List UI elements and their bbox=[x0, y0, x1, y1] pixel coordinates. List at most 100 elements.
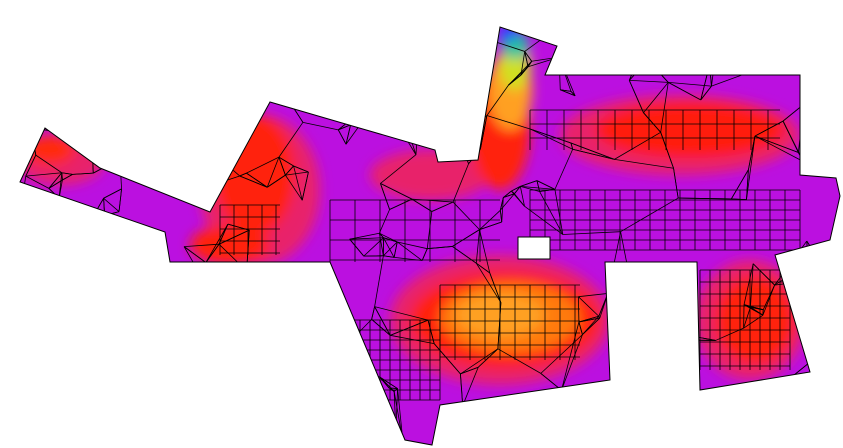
mesh-line bbox=[126, 161, 141, 164]
mesh-line bbox=[302, 289, 314, 336]
mesh-line bbox=[779, 385, 808, 393]
mesh-line bbox=[631, 389, 666, 410]
mesh-line bbox=[486, 84, 509, 116]
mesh-line bbox=[556, 27, 598, 32]
mesh-line bbox=[208, 124, 237, 150]
mesh-line bbox=[508, 74, 522, 86]
mesh-line bbox=[556, 28, 560, 58]
mesh-line bbox=[379, 376, 390, 389]
mesh-line bbox=[700, 85, 712, 101]
mesh-line bbox=[84, 393, 119, 403]
mesh-line bbox=[302, 289, 314, 336]
mesh-line bbox=[479, 221, 502, 231]
mesh-line bbox=[363, 119, 386, 124]
mesh-line bbox=[155, 25, 157, 26]
mesh-line bbox=[731, 198, 747, 200]
mesh-line bbox=[95, 215, 106, 233]
mesh-line bbox=[196, 149, 210, 191]
mesh-line bbox=[239, 172, 247, 177]
mesh-line bbox=[554, 149, 574, 190]
mesh-line bbox=[631, 353, 636, 390]
mesh-line bbox=[642, 298, 660, 317]
mesh-line bbox=[659, 315, 669, 323]
mesh-line bbox=[48, 179, 63, 189]
mesh-line bbox=[511, 190, 525, 207]
mesh-line bbox=[374, 306, 429, 321]
mesh-line bbox=[331, 38, 341, 64]
mesh-line bbox=[246, 172, 268, 188]
mesh-line bbox=[431, 201, 454, 212]
mesh-line bbox=[462, 405, 468, 441]
mesh-line bbox=[371, 319, 391, 336]
mesh-line bbox=[241, 346, 254, 354]
mesh-line bbox=[476, 262, 490, 274]
mesh-line bbox=[497, 348, 542, 374]
mesh-line bbox=[95, 232, 108, 234]
mesh-line bbox=[635, 315, 660, 354]
mesh-line bbox=[475, 262, 502, 303]
mesh-line bbox=[743, 307, 751, 329]
mesh-line bbox=[208, 127, 224, 150]
mesh-line bbox=[399, 90, 407, 125]
mesh-line bbox=[112, 161, 121, 164]
mesh-line bbox=[789, 400, 815, 433]
mesh-line bbox=[723, 422, 748, 433]
mesh-line bbox=[789, 392, 809, 433]
mesh-line bbox=[479, 209, 501, 230]
mesh-line bbox=[411, 198, 433, 212]
mesh-line bbox=[380, 56, 390, 64]
mesh-line bbox=[421, 248, 428, 261]
mesh-line bbox=[659, 315, 669, 323]
mesh-line bbox=[123, 322, 129, 332]
mesh-line bbox=[477, 348, 499, 368]
mesh-line bbox=[154, 27, 159, 41]
mesh-line bbox=[511, 186, 521, 192]
mesh-line bbox=[22, 394, 84, 437]
mesh-line bbox=[337, 129, 347, 145]
mesh-line bbox=[524, 51, 533, 62]
mesh-line bbox=[82, 395, 86, 415]
mesh-line bbox=[678, 197, 732, 200]
mesh-line bbox=[350, 60, 382, 72]
mesh-line bbox=[122, 328, 131, 359]
mesh-line bbox=[62, 174, 73, 181]
mesh-line bbox=[82, 395, 86, 415]
mesh-line bbox=[93, 438, 160, 442]
mesh-line bbox=[26, 336, 70, 344]
mesh-line bbox=[208, 335, 212, 374]
mesh-line bbox=[503, 193, 515, 198]
mesh-line bbox=[466, 429, 503, 442]
mesh-line bbox=[717, 27, 800, 38]
mesh-line bbox=[782, 120, 799, 153]
mesh-line bbox=[806, 241, 809, 281]
mesh-line bbox=[278, 156, 294, 167]
mesh-line bbox=[207, 98, 224, 128]
mesh-line bbox=[112, 161, 127, 164]
mesh-line bbox=[170, 301, 186, 331]
mesh-line bbox=[577, 296, 580, 323]
mesh-line bbox=[659, 315, 685, 341]
mesh-line bbox=[385, 122, 402, 131]
mesh-line bbox=[452, 405, 464, 422]
mesh-line bbox=[417, 123, 430, 131]
mesh-line bbox=[86, 84, 92, 86]
mesh-line bbox=[699, 431, 724, 439]
mesh-line bbox=[127, 322, 147, 350]
mesh-line bbox=[184, 243, 220, 248]
mesh-line bbox=[452, 201, 480, 230]
mesh-line bbox=[665, 408, 700, 439]
mesh-line bbox=[445, 124, 461, 143]
mesh-line bbox=[205, 223, 229, 263]
mesh-line bbox=[253, 352, 277, 369]
mesh-line bbox=[129, 328, 147, 350]
mesh-line bbox=[20, 229, 45, 263]
mesh-line bbox=[558, 30, 598, 58]
mesh-line bbox=[426, 211, 433, 249]
mesh-line bbox=[632, 293, 643, 300]
mesh-line bbox=[83, 394, 119, 403]
mesh-line bbox=[385, 122, 402, 131]
mesh-line bbox=[208, 346, 242, 375]
mesh-line bbox=[208, 124, 237, 150]
mesh-line bbox=[660, 82, 669, 133]
mesh-line bbox=[304, 412, 331, 436]
